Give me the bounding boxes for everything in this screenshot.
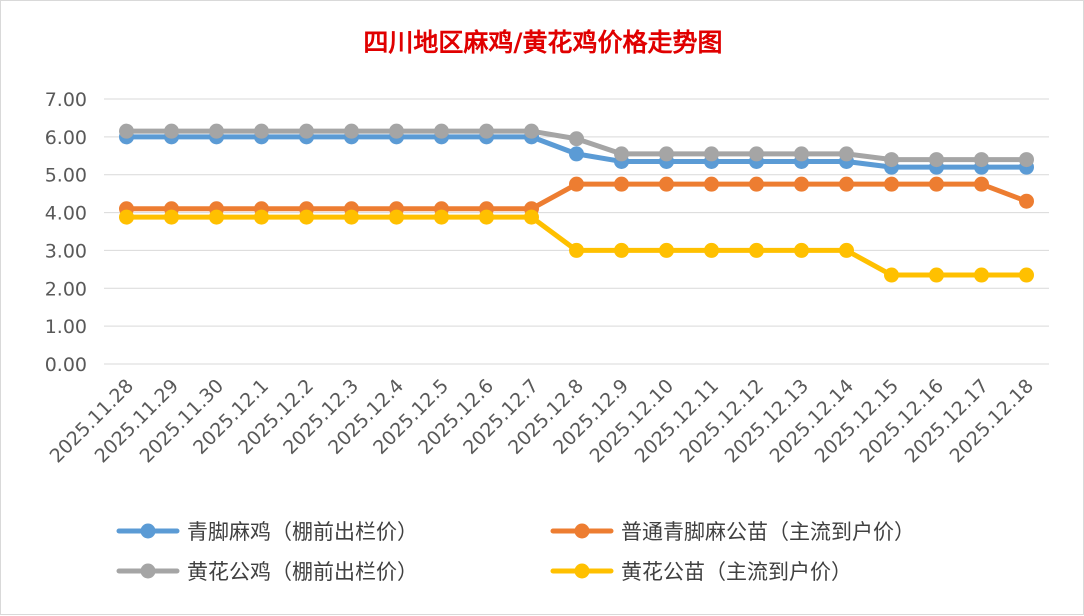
y-tick-label: 6.00	[45, 127, 87, 149]
data-point	[389, 209, 404, 225]
series-lines	[119, 123, 1034, 283]
data-point	[659, 242, 674, 258]
data-point	[434, 209, 449, 225]
data-point	[299, 209, 314, 225]
data-point	[164, 209, 179, 225]
data-point	[254, 123, 269, 139]
legend: 青脚麻鸡（棚前出栏价） 普通青脚麻公苗（主流到户价） 黄花公鸡（棚前出栏价） 黄花公苗…	[116, 520, 915, 584]
data-point	[974, 267, 989, 283]
data-point	[434, 123, 449, 139]
data-point	[344, 209, 359, 225]
data-point	[299, 123, 314, 139]
legend-swatch-marker	[140, 523, 156, 539]
data-point	[254, 209, 269, 225]
data-point	[389, 123, 404, 139]
data-point	[839, 146, 854, 162]
data-point	[569, 146, 584, 162]
data-point	[614, 176, 629, 192]
data-point	[1019, 152, 1034, 168]
data-point	[839, 176, 854, 192]
chart-title: 四川地区麻鸡/黄花鸡价格走势图	[363, 28, 722, 57]
legend-swatch-marker	[574, 563, 590, 579]
legend-label: 普通青脚麻公苗（主流到户价）	[621, 520, 915, 544]
data-point	[974, 176, 989, 192]
data-point	[569, 242, 584, 258]
legend-label: 黄花公苗（主流到户价）	[621, 560, 852, 584]
data-point	[794, 146, 809, 162]
legend-label: 青脚麻鸡（棚前出栏价）	[187, 520, 418, 544]
data-point	[524, 209, 539, 225]
data-point	[929, 267, 944, 283]
legend-item: 青脚麻鸡（棚前出栏价）	[116, 520, 418, 544]
data-point	[749, 146, 764, 162]
legend-label: 黄花公鸡（棚前出栏价）	[187, 560, 418, 584]
data-point	[209, 209, 224, 225]
data-point	[884, 267, 899, 283]
data-point	[704, 176, 719, 192]
data-point	[614, 146, 629, 162]
data-point	[974, 152, 989, 168]
legend-item: 普通青脚麻公苗（主流到户价）	[550, 520, 915, 544]
data-point	[119, 123, 134, 139]
data-point	[524, 123, 539, 139]
data-point	[884, 152, 899, 168]
data-point	[839, 242, 854, 258]
data-point	[749, 242, 764, 258]
data-point	[569, 176, 584, 192]
data-point	[569, 131, 584, 147]
data-point	[614, 242, 629, 258]
y-tick-label: 4.00	[45, 203, 87, 225]
legend-item: 黄花公苗（主流到户价）	[550, 560, 852, 584]
y-tick-label: 1.00	[45, 316, 87, 338]
legend-swatch-marker	[574, 523, 590, 539]
data-point	[479, 209, 494, 225]
data-point	[659, 146, 674, 162]
legend-item: 黄花公鸡（棚前出栏价）	[116, 560, 418, 584]
data-point	[164, 123, 179, 139]
y-tick-label: 3.00	[45, 240, 87, 262]
data-point	[659, 176, 674, 192]
data-point	[1019, 267, 1034, 283]
data-point	[794, 242, 809, 258]
data-point	[1019, 193, 1034, 209]
data-point	[929, 152, 944, 168]
y-tick-label: 2.00	[45, 278, 87, 300]
data-point	[704, 242, 719, 258]
y-tick-label: 5.00	[45, 165, 87, 187]
series-3	[119, 123, 1034, 168]
y-tick-label: 0.00	[45, 354, 87, 376]
data-point	[704, 146, 719, 162]
data-point	[479, 123, 494, 139]
x-axis-ticks: 2025.11.282025.11.292025.11.302025.12.12…	[46, 375, 1038, 467]
series-2	[119, 176, 1034, 217]
data-point	[749, 176, 764, 192]
data-point	[344, 123, 359, 139]
series-4	[119, 209, 1034, 283]
data-point	[929, 176, 944, 192]
legend-swatch-marker	[140, 563, 156, 579]
data-point	[209, 123, 224, 139]
data-point	[794, 176, 809, 192]
data-point	[884, 176, 899, 192]
data-point	[119, 209, 134, 225]
y-tick-label: 7.00	[45, 89, 87, 111]
y-axis-ticks: 0.00 1.00 2.00 3.00 4.00 5.00 6.00 7.00	[45, 89, 87, 376]
